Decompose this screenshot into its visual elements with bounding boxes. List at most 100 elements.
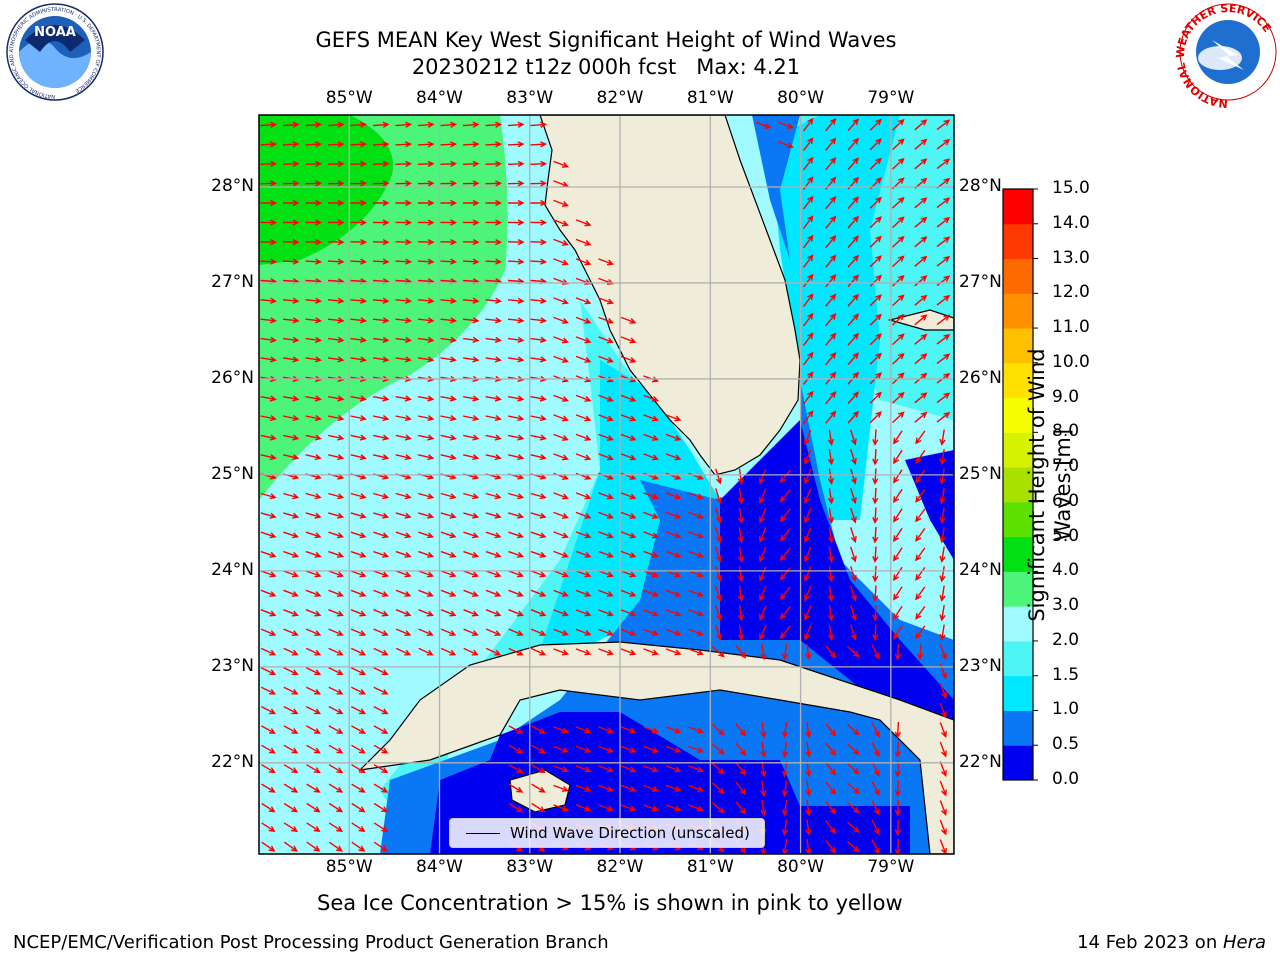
wave-direction-arrow <box>598 550 614 558</box>
wave-direction-arrow <box>847 313 860 327</box>
wave-direction-arrow <box>915 625 926 640</box>
wave-direction-arrow <box>261 841 276 852</box>
wave-direction-arrow <box>914 255 928 267</box>
wave-direction-arrow <box>575 550 592 558</box>
wave-direction-arrow <box>440 609 457 617</box>
wave-direction-arrow <box>802 390 814 405</box>
wave-direction-arrow <box>825 723 837 737</box>
lon-label-bottom: 81°W <box>686 857 734 877</box>
wave-direction-arrow <box>373 686 389 695</box>
wave-direction-arrow <box>440 317 458 324</box>
wave-direction-arrow <box>485 180 503 187</box>
wave-direction-arrow <box>305 199 323 207</box>
wave-direction-arrow <box>760 722 767 739</box>
wave-direction-arrow <box>462 395 480 402</box>
wave-direction-arrow <box>508 628 524 636</box>
wave-direction-arrow <box>418 609 434 617</box>
wave-direction-arrow <box>893 566 903 582</box>
wave-direction-arrow <box>327 219 345 226</box>
wave-direction-arrow <box>620 628 637 636</box>
wave-direction-arrow <box>825 742 837 757</box>
wave-direction-arrow <box>711 645 725 658</box>
wave-direction-arrow <box>328 454 345 461</box>
wave-direction-arrow <box>372 238 390 246</box>
wave-direction-arrow <box>892 235 905 248</box>
colorbar-segment <box>1003 536 1033 572</box>
wave-direction-arrow <box>643 648 659 656</box>
wave-direction-arrow <box>915 508 926 523</box>
wave-direction-arrow <box>328 512 345 519</box>
wave-direction-arrow <box>737 468 744 485</box>
wave-direction-arrow <box>598 804 614 812</box>
wave-direction-arrow <box>575 316 592 324</box>
wave-direction-arrow <box>350 141 368 148</box>
wave-direction-arrow <box>553 336 569 344</box>
wave-direction-arrow <box>914 119 928 131</box>
wave-direction-arrow <box>350 570 367 578</box>
wave-direction-arrow <box>914 216 928 228</box>
lat-label-left: 23°N <box>211 655 254 676</box>
wave-direction-arrow <box>915 605 926 620</box>
wave-direction-arrow <box>462 238 480 246</box>
wave-direction-arrow <box>418 512 435 519</box>
wave-direction-arrow <box>485 336 502 343</box>
colorbar-tick-label: 5.0 <box>1052 525 1080 546</box>
colorbar-segment <box>1003 293 1033 329</box>
wave-direction-arrow <box>914 197 928 209</box>
wave-direction-arrow <box>688 531 704 539</box>
lat-label-right: 22°N <box>959 751 1002 772</box>
wave-direction-arrow <box>328 628 344 636</box>
wave-direction-arrow <box>508 531 525 539</box>
wave-direction-arrow <box>850 605 857 622</box>
wave-direction-arrow <box>372 395 390 402</box>
wave-direction-arrow <box>350 667 367 675</box>
wave-direction-arrow <box>737 585 744 602</box>
wave-direction-arrow <box>620 726 637 734</box>
wave-direction-arrow <box>846 840 860 853</box>
wave-direction-arrow <box>260 180 278 187</box>
wave-direction-arrow <box>507 395 525 402</box>
wave-direction-arrow <box>575 258 592 266</box>
wave-direction-arrow <box>827 546 834 563</box>
wave-direction-arrow <box>782 799 789 817</box>
wave-direction-arrow <box>282 297 300 304</box>
wave-direction-arrow <box>373 589 389 597</box>
wave-direction-arrow <box>260 570 277 578</box>
wave-direction-arrow <box>530 258 548 265</box>
colorbar-tick-label: 2.0 <box>1052 629 1080 650</box>
wave-direction-arrow <box>395 199 413 207</box>
wave-direction-arrow <box>327 414 345 422</box>
wave-direction-arrow <box>462 180 480 187</box>
wave-direction-arrow <box>827 585 834 602</box>
wave-direction-arrow <box>507 297 525 304</box>
wave-direction-arrow <box>462 121 480 128</box>
wave-direction-arrow <box>805 800 812 817</box>
wave-direction-arrow <box>914 294 928 306</box>
colorbar-tick-label: 8.0 <box>1052 421 1080 442</box>
wave-direction-arrow <box>914 275 928 287</box>
wave-direction-arrow <box>892 411 905 424</box>
wave-direction-arrow <box>463 336 480 343</box>
wave-direction-arrow <box>939 683 947 699</box>
wave-direction-arrow <box>760 644 767 661</box>
wave-direction-arrow <box>802 410 814 424</box>
wave-direction-arrow <box>373 454 390 461</box>
wave-direction-arrow <box>508 802 524 813</box>
wave-direction-arrow <box>805 780 812 797</box>
wave-direction-arrow <box>643 745 659 753</box>
wave-direction-arrow <box>372 317 390 324</box>
wave-direction-arrow <box>575 355 592 363</box>
wave-direction-arrow <box>939 644 947 660</box>
wave-direction-arrow <box>327 356 345 363</box>
colorbar-tick-label: 1.0 <box>1052 699 1080 720</box>
colorbar-segment <box>1003 640 1033 677</box>
wave-direction-arrow <box>508 725 524 734</box>
wave-direction-arrow <box>260 492 277 500</box>
wave-direction-arrow <box>825 254 837 268</box>
bahamas-island <box>887 309 954 331</box>
wave-direction-arrow <box>351 783 366 793</box>
wave-direction-arrow <box>485 434 502 441</box>
wave-direction-arrow <box>737 488 744 505</box>
lat-label-left: 28°N <box>211 175 254 196</box>
wave-direction-arrow <box>575 297 592 305</box>
